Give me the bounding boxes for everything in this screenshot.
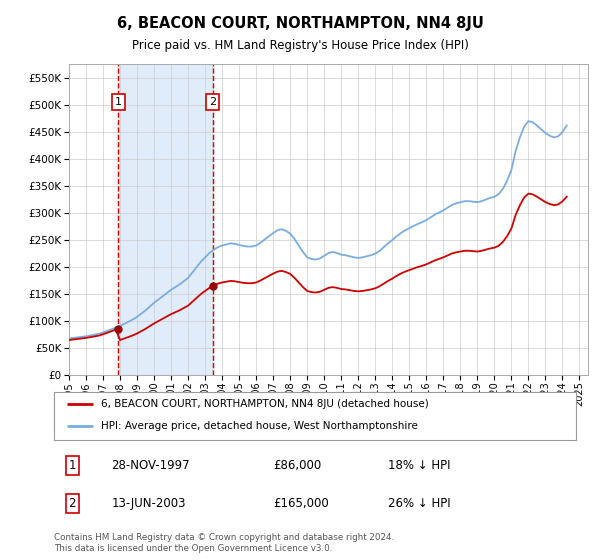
Text: Contains HM Land Registry data © Crown copyright and database right 2024.
This d: Contains HM Land Registry data © Crown c… <box>54 533 394 553</box>
Text: £165,000: £165,000 <box>273 497 329 510</box>
Text: 2: 2 <box>68 497 76 510</box>
Text: 26% ↓ HPI: 26% ↓ HPI <box>388 497 451 510</box>
Text: £86,000: £86,000 <box>273 459 322 473</box>
Text: 1: 1 <box>68 459 76 473</box>
Text: Price paid vs. HM Land Registry's House Price Index (HPI): Price paid vs. HM Land Registry's House … <box>131 39 469 52</box>
Text: 6, BEACON COURT, NORTHAMPTON, NN4 8JU (detached house): 6, BEACON COURT, NORTHAMPTON, NN4 8JU (d… <box>101 399 429 409</box>
Text: 2: 2 <box>209 97 217 107</box>
Text: HPI: Average price, detached house, West Northamptonshire: HPI: Average price, detached house, West… <box>101 421 418 431</box>
Text: 18% ↓ HPI: 18% ↓ HPI <box>388 459 451 473</box>
Bar <box>118 64 213 375</box>
Text: 13-JUN-2003: 13-JUN-2003 <box>112 497 186 510</box>
Text: 28-NOV-1997: 28-NOV-1997 <box>112 459 190 473</box>
Text: 6, BEACON COURT, NORTHAMPTON, NN4 8JU: 6, BEACON COURT, NORTHAMPTON, NN4 8JU <box>116 16 484 31</box>
Text: 1: 1 <box>115 97 122 107</box>
